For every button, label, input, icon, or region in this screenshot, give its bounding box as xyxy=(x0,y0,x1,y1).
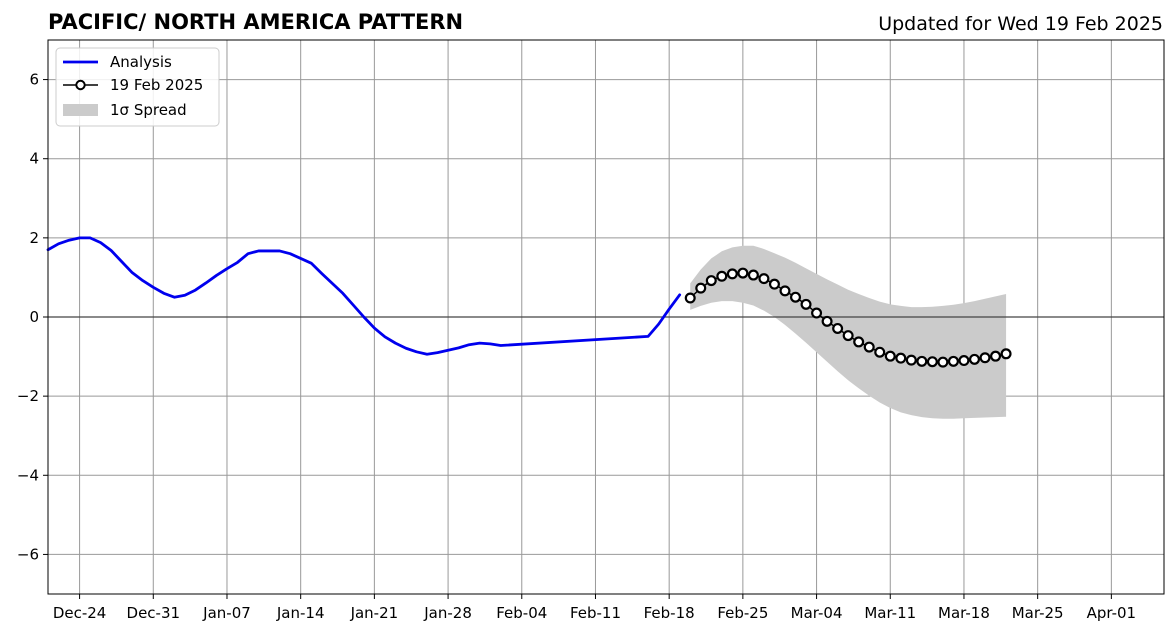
x-tick-label: Feb-11 xyxy=(570,604,621,622)
x-tick-label: Jan-14 xyxy=(276,604,325,622)
chart-title: PACIFIC/ NORTH AMERICA PATTERN xyxy=(48,10,463,34)
forecast-point xyxy=(990,350,1002,362)
legend-label: 19 Feb 2025 xyxy=(110,76,203,94)
x-tick-label: Feb-25 xyxy=(717,604,768,622)
y-tick-label: 0 xyxy=(29,308,39,326)
forecast-point xyxy=(905,354,917,366)
forecast-point xyxy=(968,353,980,365)
y-tick-label: −6 xyxy=(17,545,39,563)
chart-subtitle: Updated for Wed 19 Feb 2025 xyxy=(878,13,1163,35)
x-tick-label: Feb-18 xyxy=(644,604,695,622)
forecast-point xyxy=(842,330,854,342)
legend-spread-swatch xyxy=(63,104,98,116)
forecast-point xyxy=(684,292,696,304)
series-layer xyxy=(46,236,1012,368)
forecast-point xyxy=(747,269,759,281)
forecast-point xyxy=(737,267,749,279)
forecast-point xyxy=(768,278,780,290)
y-tick-label: 4 xyxy=(29,150,39,168)
forecast-point xyxy=(821,315,833,327)
forecast-point xyxy=(947,355,959,367)
forecast-point xyxy=(884,350,896,362)
forecast-point xyxy=(874,346,886,358)
forecast-point xyxy=(790,291,802,303)
forecast-point xyxy=(726,268,738,280)
y-tick-label: −2 xyxy=(17,387,39,405)
forecast-point xyxy=(926,356,938,368)
forecast-point xyxy=(937,356,949,368)
forecast-point xyxy=(853,336,865,348)
y-tick-label: 6 xyxy=(29,71,39,89)
forecast-point xyxy=(811,307,823,319)
forecast-point xyxy=(895,352,907,364)
legend-forecast-marker xyxy=(75,79,86,91)
forecast-point xyxy=(716,270,728,282)
forecast-point xyxy=(958,355,970,367)
x-tick-label: Apr-01 xyxy=(1087,604,1137,622)
forecast-point xyxy=(695,282,707,294)
axis-ticks: Dec-24 Dec-31 Jan-07 Jan-14 Jan-21 Jan-28 Feb-… xyxy=(17,71,1136,622)
forecast-point xyxy=(779,285,791,297)
forecast-point xyxy=(863,341,875,353)
forecast-point xyxy=(979,352,991,364)
x-tick-label: Dec-24 xyxy=(53,604,107,622)
forecast-point xyxy=(758,273,770,285)
x-tick-label: Mar-25 xyxy=(1012,604,1064,622)
x-tick-label: Mar-18 xyxy=(938,604,990,622)
x-tick-label: Mar-11 xyxy=(864,604,916,622)
forecast-point xyxy=(705,275,717,287)
legend: Analysis 19 Feb 2025 1σ Spread xyxy=(55,47,220,127)
legend-label: Analysis xyxy=(110,53,172,71)
x-tick-label: Jan-21 xyxy=(350,604,399,622)
forecast-point xyxy=(832,322,844,334)
forecast-point xyxy=(800,298,812,310)
y-tick-label: 2 xyxy=(29,229,39,247)
forecast-point xyxy=(916,355,928,367)
x-tick-label: Mar-04 xyxy=(791,604,843,622)
analysis-line xyxy=(46,236,682,356)
x-tick-label: Jan-07 xyxy=(202,604,251,622)
x-tick-label: Feb-04 xyxy=(496,604,547,622)
x-tick-label: Dec-31 xyxy=(127,604,181,622)
x-tick-label: Jan-28 xyxy=(423,604,472,622)
forecast-point xyxy=(1000,348,1012,360)
y-tick-label: −4 xyxy=(17,466,39,484)
legend-label: 1σ Spread xyxy=(110,101,187,119)
